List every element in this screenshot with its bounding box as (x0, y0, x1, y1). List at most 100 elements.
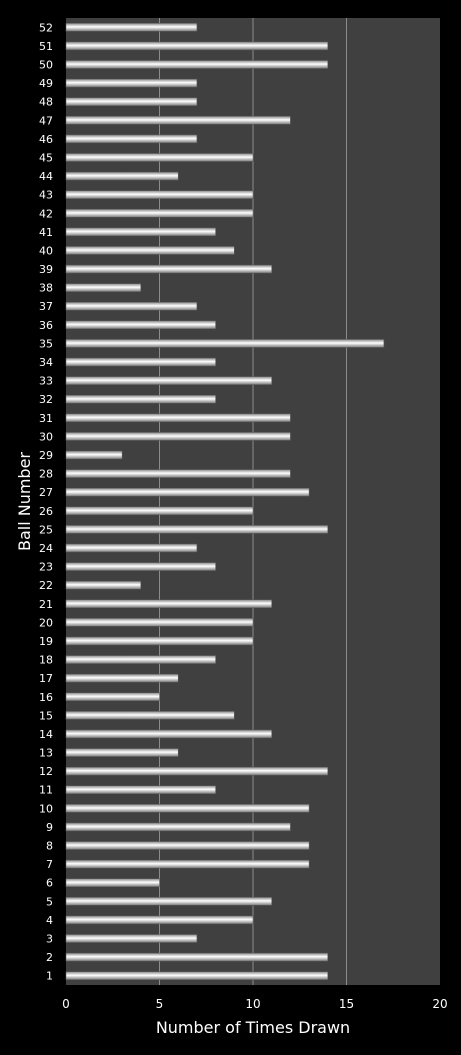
bar-ball-28 (65, 469, 291, 478)
bar-ball-44 (65, 171, 179, 181)
y-tick-label: 25 (39, 523, 53, 536)
y-tick-label: 37 (39, 300, 53, 313)
y-tick-label: 2 (46, 951, 53, 964)
x-tick-label: 0 (62, 997, 70, 1011)
bar-ball-32 (65, 394, 216, 404)
bar-ball-43 (65, 190, 254, 199)
y-tick-label: 23 (39, 561, 53, 574)
bar-ball-18 (65, 655, 216, 664)
bar-ball-29 (65, 450, 123, 460)
bar-ball-13 (65, 748, 179, 757)
y-tick-label: 1 (46, 970, 53, 983)
bars (65, 23, 385, 980)
y-tick-label: 22 (39, 579, 53, 592)
y-tick-label: 6 (46, 877, 53, 890)
y-tick-label: 32 (39, 393, 53, 406)
bar-ball-14 (65, 729, 272, 739)
bar-ball-36 (65, 320, 216, 330)
bar-ball-49 (65, 78, 198, 88)
y-tick-label: 38 (39, 282, 53, 295)
y-tick-label: 19 (39, 635, 53, 648)
bar-ball-22 (65, 580, 142, 590)
y-tick-label: 41 (39, 226, 53, 239)
bar-ball-33 (65, 376, 272, 385)
x-axis-title: Number of Times Drawn (156, 1018, 350, 1037)
y-tick-label: 27 (39, 486, 53, 499)
x-tick-label: 10 (245, 997, 260, 1011)
y-tick-label: 36 (39, 319, 53, 332)
y-tick-label: 11 (39, 784, 53, 797)
bar-ball-17 (65, 673, 179, 683)
y-tick-label: 44 (39, 170, 53, 183)
y-tick-label: 47 (39, 114, 53, 127)
y-tick-label: 31 (39, 412, 53, 425)
bar-ball-26 (65, 506, 254, 516)
y-tick-label: 46 (39, 133, 53, 146)
y-tick-label: 50 (39, 58, 53, 71)
bar-ball-34 (65, 357, 216, 367)
y-tick-label: 42 (39, 207, 53, 220)
y-tick-label: 3 (46, 933, 53, 946)
bar-ball-52 (65, 23, 198, 32)
y-tick-label: 4 (46, 914, 53, 927)
bar-ball-3 (65, 934, 198, 943)
y-tick-label: 15 (39, 709, 53, 722)
y-tick-label: 8 (46, 840, 53, 853)
y-tick-label: 48 (39, 96, 53, 109)
bar-ball-37 (65, 301, 198, 311)
y-tick-label: 39 (39, 263, 53, 276)
bar-ball-30 (65, 432, 291, 441)
y-tick-label: 49 (39, 77, 53, 90)
bar-ball-42 (65, 209, 254, 218)
bar-ball-39 (65, 264, 272, 274)
bar-ball-5 (65, 897, 272, 906)
bar-ball-45 (65, 153, 254, 162)
bar-ball-40 (65, 246, 235, 255)
y-tick-label: 14 (39, 728, 53, 741)
bar-ball-2 (65, 952, 329, 962)
y-tick-label: 26 (39, 505, 53, 518)
bar-ball-35 (65, 339, 385, 348)
bar-ball-47 (65, 116, 291, 125)
y-tick-labels: 1234567891011121314151617181920212223242… (39, 21, 53, 982)
y-tick-label: 51 (39, 40, 53, 53)
y-tick-label: 24 (39, 542, 53, 555)
bar-ball-41 (65, 227, 216, 237)
y-tick-label: 16 (39, 691, 53, 704)
bar-ball-38 (65, 283, 142, 292)
bar-ball-19 (65, 636, 254, 646)
bar-ball-4 (65, 915, 254, 925)
bar-ball-48 (65, 97, 198, 106)
bar-ball-20 (65, 618, 254, 627)
bar-ball-23 (65, 562, 216, 571)
y-tick-label: 12 (39, 765, 53, 778)
bar-ball-25 (65, 525, 329, 534)
y-tick-label: 45 (39, 151, 53, 164)
bar-ball-46 (65, 134, 198, 144)
y-tick-label: 40 (39, 244, 53, 257)
y-tick-label: 20 (39, 616, 53, 629)
y-tick-label: 34 (39, 356, 53, 369)
y-tick-label: 21 (39, 598, 53, 611)
bar-ball-31 (65, 413, 291, 423)
x-tick-label: 5 (156, 997, 164, 1011)
x-tick-labels: 0 5 10 15 20 (62, 997, 447, 1011)
bar-ball-7 (65, 859, 310, 869)
y-tick-label: 10 (39, 802, 53, 815)
bar-ball-9 (65, 822, 291, 832)
y-tick-label: 5 (46, 895, 53, 908)
bar-ball-8 (65, 841, 310, 850)
bar-ball-11 (65, 785, 216, 794)
y-tick-label: 43 (39, 189, 53, 202)
bar-ball-15 (65, 711, 235, 720)
bar-ball-27 (65, 487, 310, 497)
y-tick-label: 28 (39, 468, 53, 481)
y-tick-label: 17 (39, 672, 53, 685)
y-axis-title: Ball Number (15, 452, 34, 551)
bar-ball-21 (65, 599, 272, 609)
y-tick-label: 35 (39, 337, 53, 350)
bar-ball-50 (65, 60, 329, 69)
y-tick-label: 52 (39, 21, 53, 34)
